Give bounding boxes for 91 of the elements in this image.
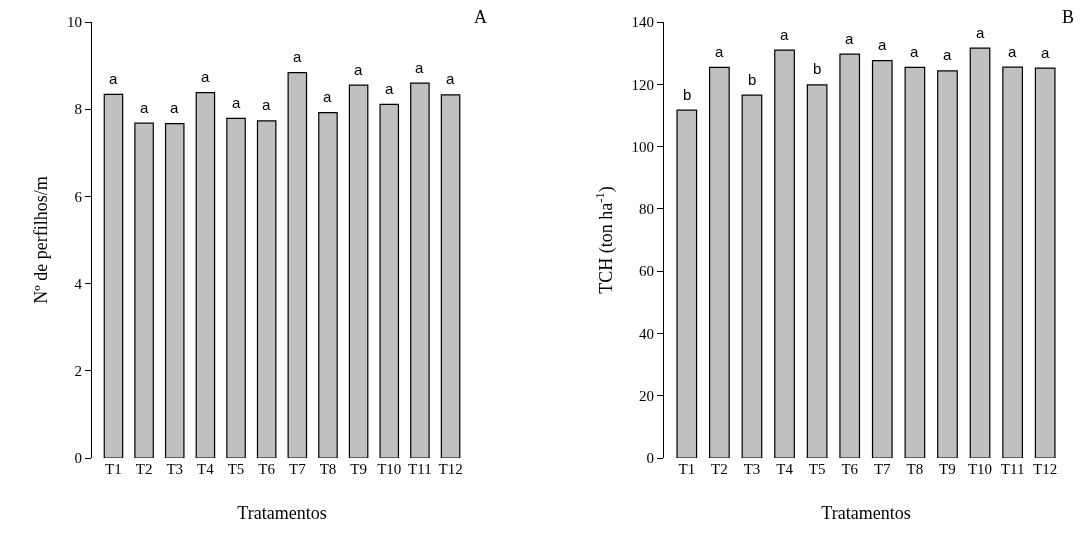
- y-tick-label: 8: [74, 101, 82, 118]
- x-axis-title: Tratamentos: [821, 503, 911, 524]
- text: B: [1062, 7, 1075, 27]
- x-tick-label: T10: [967, 461, 993, 477]
- x-tick-label: T6: [258, 461, 276, 477]
- bar: [410, 82, 430, 458]
- annotation: a: [976, 24, 985, 41]
- annotation: a: [323, 88, 332, 105]
- y-tick-label: 140: [631, 14, 654, 31]
- annotation: a: [385, 80, 394, 97]
- annotation: a: [845, 30, 854, 47]
- y-tick-label: 100: [631, 138, 654, 155]
- x-tick-label: T9: [350, 461, 367, 477]
- bar: [379, 103, 400, 458]
- bar: [871, 60, 893, 458]
- bar: [709, 66, 730, 458]
- x-tick-label: T7: [288, 461, 307, 477]
- bar: [969, 47, 991, 458]
- y-tick-label: 0: [74, 450, 82, 467]
- y-tick-label: 10: [67, 14, 82, 31]
- annotation: b: [683, 86, 692, 103]
- x-tick-label: T7: [873, 461, 892, 477]
- annotation: a: [910, 43, 919, 60]
- x-tick-label: T8: [906, 461, 924, 477]
- y-tick-label: 120: [631, 76, 654, 93]
- annotation: b: [813, 60, 822, 77]
- y-tick-label: 4: [74, 275, 83, 292]
- y-tick-label: 20: [639, 387, 654, 404]
- x-tick-label: T1: [678, 461, 696, 477]
- text: A: [474, 7, 487, 27]
- y-tick-label: 2: [74, 363, 82, 380]
- y-axis-title: Nº de perfilhos/m: [31, 176, 52, 304]
- x-tick-label: T10: [377, 461, 402, 477]
- x-tick-label: T2: [711, 461, 728, 477]
- bar: [134, 122, 154, 458]
- x-tick-label: T3: [743, 461, 761, 477]
- bar: [774, 49, 795, 458]
- bar: [676, 109, 698, 458]
- annotation: a: [354, 61, 363, 78]
- bar: [287, 71, 308, 458]
- bar: [937, 70, 958, 458]
- x-tick-label: T11: [1000, 461, 1025, 477]
- y-tick-label: 60: [639, 263, 654, 280]
- y-tick-label: 80: [639, 201, 654, 218]
- y-tick-label: 6: [74, 188, 83, 205]
- bar: [1002, 66, 1023, 458]
- annotation: a: [1041, 44, 1050, 61]
- bar: [226, 117, 246, 458]
- annotation: a: [446, 70, 455, 87]
- y-tick-label: 40: [639, 325, 654, 342]
- annotation: a: [170, 99, 179, 116]
- x-tick-label: T12: [438, 461, 463, 477]
- annotation: a: [262, 96, 271, 113]
- annotation: a: [943, 46, 952, 63]
- x-tick-label: T12: [1033, 461, 1058, 477]
- annotation: a: [1008, 43, 1017, 60]
- annotation: a: [232, 94, 241, 111]
- annotation: a: [415, 59, 424, 76]
- annotation: a: [715, 43, 724, 60]
- bar: [195, 92, 216, 458]
- bar: [806, 84, 828, 458]
- annotation: a: [140, 99, 149, 116]
- x-tick-label: T8: [319, 461, 337, 477]
- y-tick-label: 0: [646, 450, 654, 467]
- x-tick-label: T9: [939, 461, 956, 477]
- bar: [741, 94, 763, 458]
- annotation: a: [201, 68, 210, 85]
- annotation: b: [748, 71, 757, 88]
- x-tick-label: T2: [135, 461, 153, 477]
- bar: [318, 112, 338, 458]
- x-tick-label: T11: [408, 461, 432, 477]
- bar: [164, 122, 185, 458]
- x-tick-label: T5: [227, 461, 245, 477]
- bar: [904, 66, 926, 458]
- x-tick-label: T3: [166, 461, 184, 477]
- x-axis-title: Tratamentos: [237, 503, 327, 524]
- annotation: a: [780, 26, 789, 43]
- bar: [256, 120, 277, 458]
- bar: [440, 94, 461, 458]
- annotation: a: [109, 70, 118, 87]
- x-tick-label: T4: [197, 461, 215, 477]
- bar: [103, 93, 124, 458]
- x-tick-label: T5: [808, 461, 826, 477]
- annotation: a: [878, 36, 887, 53]
- bar: [1034, 67, 1056, 458]
- x-tick-label: T1: [105, 461, 122, 477]
- bar: [839, 53, 861, 458]
- x-tick-label: T6: [841, 461, 859, 477]
- annotation: a: [293, 48, 302, 65]
- bar: [348, 84, 369, 458]
- x-tick-label: T4: [776, 461, 794, 477]
